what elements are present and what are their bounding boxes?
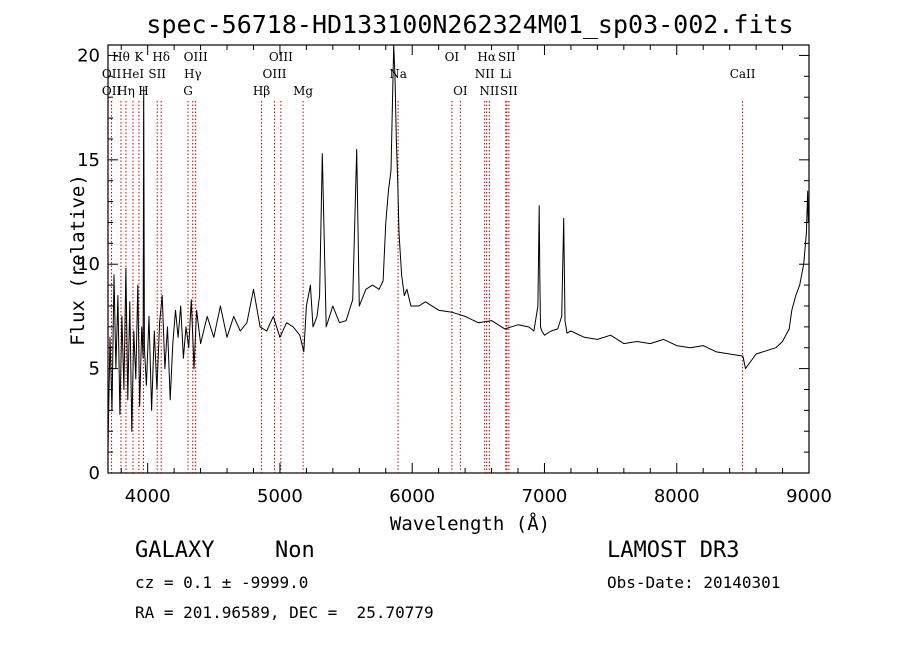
x-tick-label: 8000 <box>654 486 700 507</box>
spectral-line-label: NII <box>479 84 499 98</box>
spectral-line-label: HeI <box>122 67 145 81</box>
x-axis-ticks: 4000 5000 6000 7000 8000 9000 <box>120 45 832 507</box>
y-tick-label: 5 <box>89 359 100 380</box>
spectral-line-label: OIII <box>184 50 208 64</box>
spectral-line-label: Na <box>389 67 407 81</box>
chart-title: spec-56718-HD133100N262324M01_sp03-002.f… <box>146 10 793 39</box>
x-tick-label: 6000 <box>389 486 435 507</box>
observation-date: Obs-Date: 20140301 <box>607 573 781 592</box>
spectral-line-label: Mg <box>293 84 313 98</box>
spectral-line-label: Hβ <box>253 84 270 98</box>
spectral-line-label: OIII <box>269 50 293 64</box>
y-tick-label: 20 <box>77 45 100 66</box>
spectral-line-label: CaII <box>730 67 756 81</box>
coordinates-readout: RA = 201.96589, DEC = 25.70779 <box>135 603 434 622</box>
spectral-line-label: SII <box>148 67 166 81</box>
spectral-line-label: Li <box>500 67 512 81</box>
spectral-line-label: OIII <box>262 67 286 81</box>
spectrum-series <box>107 44 809 448</box>
spectral-line-label: OI <box>453 84 468 98</box>
spectral-line-label: Hγ <box>184 67 202 81</box>
y-tick-label: 10 <box>77 254 100 275</box>
spectral-line-label: Hη <box>117 84 135 98</box>
object-class: GALAXY <box>135 538 215 563</box>
spectral-line-label: K <box>134 50 144 64</box>
spectral-line-label: OII <box>102 67 122 81</box>
y-tick-label: 0 <box>89 463 100 484</box>
spectral-line-label: SII <box>500 84 518 98</box>
spectral-line-label: G <box>183 84 193 98</box>
spectral-line-label: Hα <box>477 50 496 64</box>
x-tick-label: 9000 <box>786 486 832 507</box>
survey-name: LAMOST DR3 <box>607 538 740 563</box>
spectral-line-label: SII <box>498 50 516 64</box>
spectrum-line <box>107 44 809 448</box>
y-tick-label: 15 <box>77 150 100 171</box>
spectral-line-label: OII <box>102 84 122 98</box>
x-tick-label: 7000 <box>522 486 568 507</box>
y-axis-label: Flux (relative) <box>67 174 89 346</box>
object-subclass: Non <box>275 538 315 563</box>
spectral-line-markers <box>111 101 744 473</box>
x-axis-label: Wavelength (Å) <box>390 512 550 535</box>
x-tick-label: 5000 <box>257 486 303 507</box>
spectral-line-label: Hθ <box>112 50 130 64</box>
x-tick-label: 4000 <box>125 486 171 507</box>
y-axis-ticks: 0 5 10 15 20 <box>77 45 809 484</box>
spectral-line-label: NII <box>475 67 495 81</box>
spectral-line-label: OI <box>445 50 460 64</box>
spectral-line-label: Hδ <box>152 50 170 64</box>
plot-frame <box>107 44 810 474</box>
redshift-readout: cz = 0.1 ± -9999.0 <box>135 573 309 592</box>
